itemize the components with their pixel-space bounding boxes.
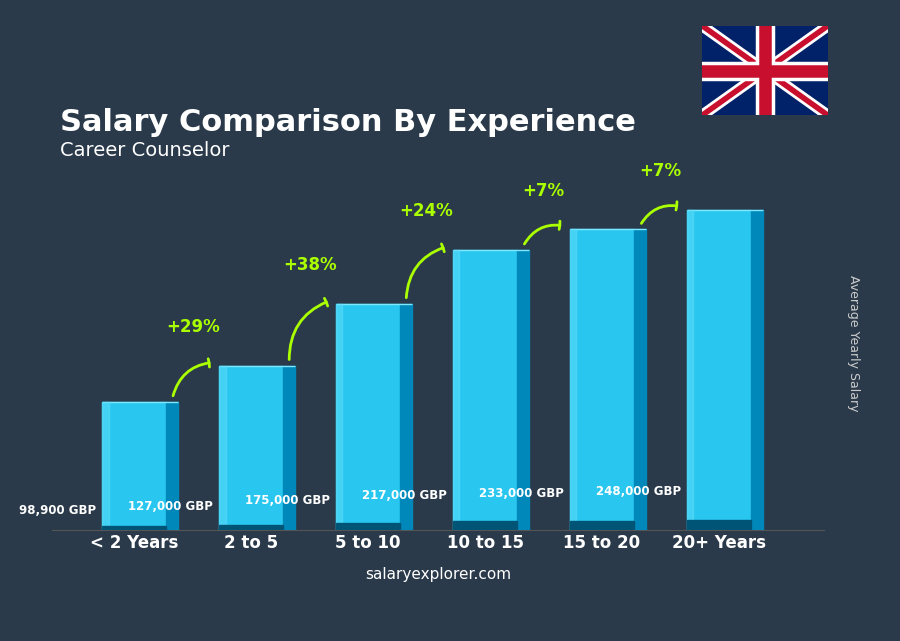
Text: salaryexplorer.com: salaryexplorer.com	[365, 567, 511, 582]
Bar	[219, 366, 226, 529]
Bar	[400, 304, 412, 529]
Text: 98,900 GBP: 98,900 GBP	[19, 504, 96, 517]
Bar	[570, 520, 634, 529]
Text: Career Counselor: Career Counselor	[60, 141, 230, 160]
Bar	[103, 402, 166, 529]
Text: 127,000 GBP: 127,000 GBP	[129, 500, 213, 513]
Text: 217,000 GBP: 217,000 GBP	[362, 488, 447, 502]
Bar	[453, 521, 518, 529]
Bar	[687, 210, 751, 529]
Bar	[453, 250, 459, 529]
Bar	[570, 229, 576, 529]
Text: 175,000 GBP: 175,000 GBP	[245, 494, 330, 507]
Bar	[284, 366, 295, 529]
Text: +7%: +7%	[639, 162, 681, 180]
Bar	[336, 304, 342, 529]
Text: +24%: +24%	[400, 202, 454, 221]
Bar	[336, 304, 400, 529]
Text: +38%: +38%	[283, 256, 337, 274]
Bar	[103, 526, 166, 529]
Text: Average Yearly Salary: Average Yearly Salary	[847, 274, 860, 411]
Bar	[453, 250, 518, 529]
Bar	[634, 229, 645, 529]
Bar	[336, 523, 400, 529]
Bar	[103, 402, 109, 529]
Text: Salary Comparison By Experience: Salary Comparison By Experience	[60, 108, 636, 137]
Bar	[570, 229, 634, 529]
Bar	[219, 366, 284, 529]
Text: +29%: +29%	[166, 318, 220, 336]
Bar	[166, 402, 178, 529]
Bar	[687, 520, 751, 529]
Bar	[219, 525, 284, 529]
Bar	[687, 210, 693, 529]
Text: +7%: +7%	[522, 181, 564, 199]
Text: 233,000 GBP: 233,000 GBP	[479, 487, 564, 499]
Text: 248,000 GBP: 248,000 GBP	[596, 485, 681, 497]
Bar	[518, 250, 529, 529]
Bar	[751, 210, 762, 529]
